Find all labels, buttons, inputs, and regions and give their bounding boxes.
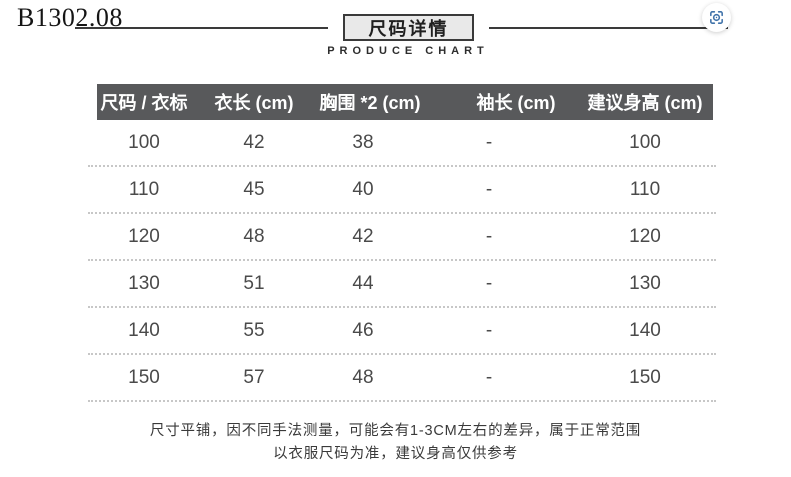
cell-chest: 42 <box>352 225 374 247</box>
image-search-icon <box>708 9 725 26</box>
header-cell-sleeve: 袖长 (cm) <box>476 93 556 113</box>
cell-height: 130 <box>629 272 661 294</box>
header-cell-height: 建议身高 (cm) <box>587 93 703 113</box>
table-row: 130 51 44 - 130 <box>88 261 716 308</box>
cell-sleeve: - <box>485 366 493 388</box>
cell-height: 120 <box>629 225 661 247</box>
table-row: 120 48 42 - 120 <box>88 214 716 261</box>
header-cell-size-label: 尺码 / 衣标 <box>100 93 188 113</box>
cell-length: 45 <box>243 178 265 200</box>
page-title: 尺码详情 <box>343 14 474 41</box>
header-cell-length: 衣长 (cm) <box>214 93 294 113</box>
divider-line-right <box>489 27 728 29</box>
cell-sleeve: - <box>485 272 493 294</box>
cell-chest: 46 <box>352 319 374 341</box>
cell-sleeve: - <box>485 319 493 341</box>
cell-chest: 40 <box>352 178 374 200</box>
cell-size: 110 <box>128 178 160 200</box>
cell-height: 110 <box>629 178 661 200</box>
cell-length: 57 <box>243 366 265 388</box>
cell-size: 140 <box>128 319 160 341</box>
measurement-notes: 尺寸平铺，因不同手法测量，可能会有1-3CM左右的差异，属于正常范围 以衣服尺码… <box>0 420 791 466</box>
cell-height: 150 <box>629 366 661 388</box>
header-cell-chest: 胸围 *2 (cm) <box>319 93 421 113</box>
cell-height: 140 <box>629 319 661 341</box>
cell-sleeve: - <box>485 178 493 200</box>
top-bar: B1302.08 尺码详情 PRODUCE CHART <box>0 0 791 62</box>
cell-chest: 48 <box>352 366 374 388</box>
table-row: 100 42 38 - 100 <box>88 120 716 167</box>
cell-length: 42 <box>243 131 265 153</box>
cell-length: 55 <box>243 319 265 341</box>
cell-size: 130 <box>128 272 160 294</box>
cell-size: 120 <box>128 225 160 247</box>
image-search-button[interactable] <box>702 3 731 32</box>
table-header-row: 尺码 / 衣标 衣长 (cm) 胸围 *2 (cm) 袖长 (cm) 建议身高 … <box>97 84 713 120</box>
cell-length: 51 <box>243 272 265 294</box>
table-row: 140 55 46 - 140 <box>88 308 716 355</box>
divider-line-left <box>75 27 328 29</box>
cell-size: 100 <box>128 131 160 153</box>
cell-chest: 38 <box>352 131 374 153</box>
page-subtitle: PRODUCE CHART <box>327 45 489 57</box>
note-line-1: 尺寸平铺，因不同手法测量，可能会有1-3CM左右的差异，属于正常范围 <box>149 423 642 439</box>
table-row: 150 57 48 - 150 <box>88 355 716 402</box>
cell-chest: 44 <box>352 272 374 294</box>
table-row: 110 45 40 - 110 <box>88 167 716 214</box>
cell-size: 150 <box>128 366 160 388</box>
cell-length: 48 <box>243 225 265 247</box>
cell-sleeve: - <box>485 225 493 247</box>
cell-height: 100 <box>629 131 661 153</box>
note-line-2: 以衣服尺码为准，建议身高仅供参考 <box>273 446 518 462</box>
size-chart-table: 尺码 / 衣标 衣长 (cm) 胸围 *2 (cm) 袖长 (cm) 建议身高 … <box>88 84 716 402</box>
cell-sleeve: - <box>485 131 493 153</box>
